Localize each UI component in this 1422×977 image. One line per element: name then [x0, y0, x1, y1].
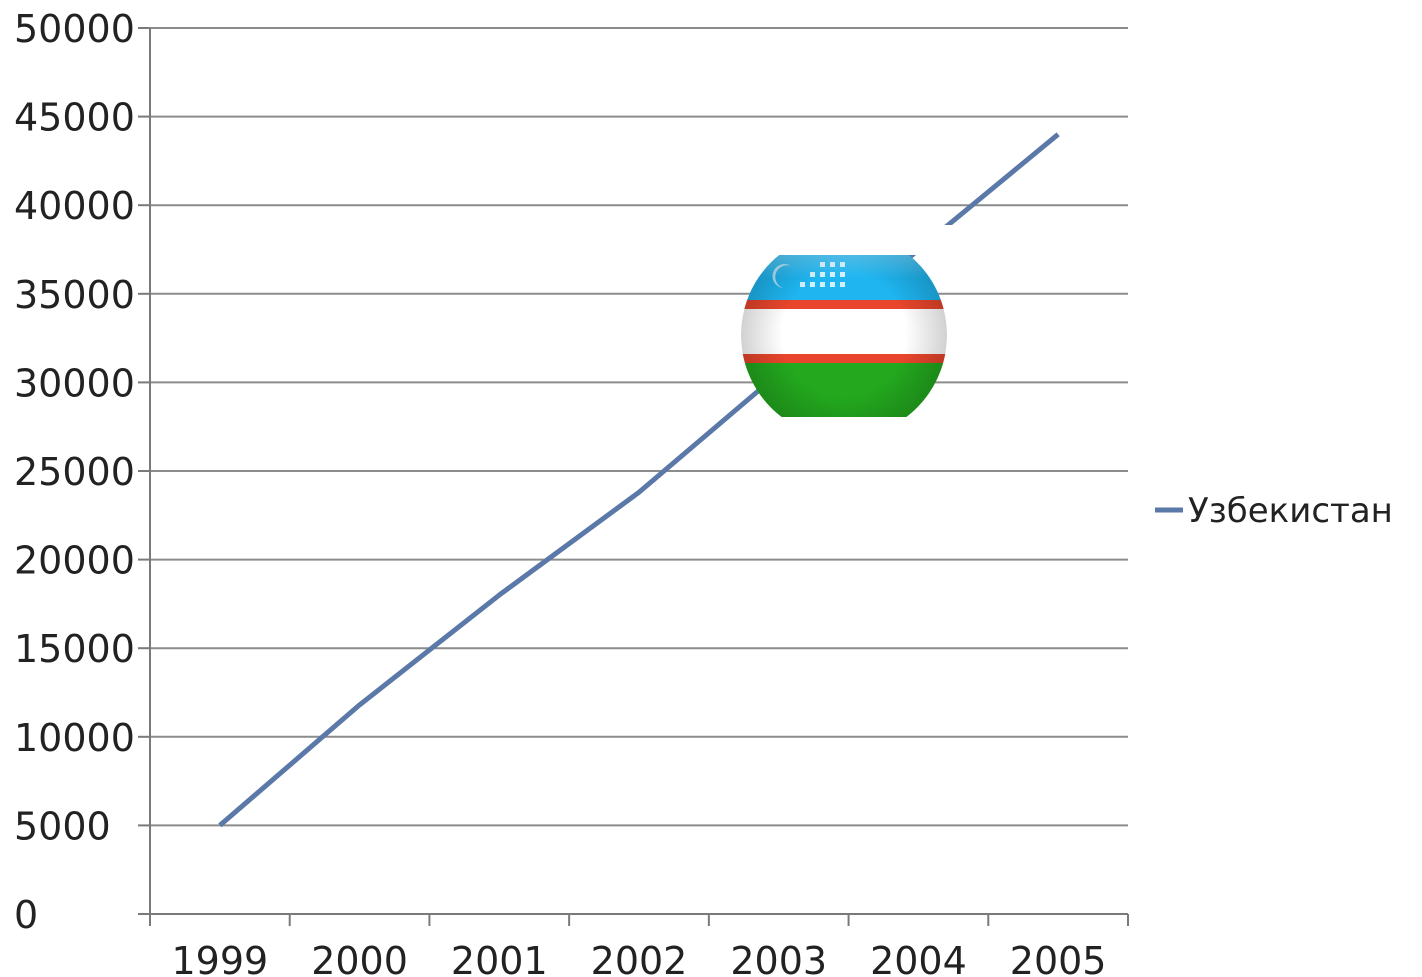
y-tick-label: 5000	[14, 804, 111, 848]
y-tick-label: 20000	[14, 539, 135, 583]
y-tick-label: 0	[14, 893, 38, 937]
y-tick-label: 50000	[14, 7, 135, 51]
x-tick-label: 2001	[451, 939, 548, 977]
legend-label: Узбекистан	[1188, 491, 1393, 531]
x-tick-label: 2004	[870, 939, 967, 977]
x-tick-label: 2000	[311, 939, 408, 977]
y-axis-tick-labels: 0 5000 10000 15000 20000 25000 30000 35000 40000…	[14, 7, 150, 937]
y-tick-label: 45000	[14, 96, 135, 140]
x-tick-label: 2005	[1010, 939, 1107, 977]
y-tick-label: 10000	[14, 716, 135, 760]
y-tick-label: 25000	[14, 450, 135, 494]
y-tick-label: 35000	[14, 273, 135, 317]
x-tick-label: 2003	[730, 939, 827, 977]
uzbekistan-flag-ball-icon	[741, 232, 947, 438]
y-tick-label: 40000	[14, 184, 135, 228]
legend: Узбекистан	[1155, 491, 1393, 531]
x-tick-label: 1999	[171, 939, 268, 977]
gridlines	[150, 27, 1128, 827]
y-tick-label: 15000	[14, 627, 135, 671]
x-axis-tick-labels: 1999 2000 2001 2002 2003 2004 2005	[149, 914, 1129, 977]
x-tick-label: 2002	[591, 939, 688, 977]
y-tick-label: 30000	[14, 361, 135, 405]
